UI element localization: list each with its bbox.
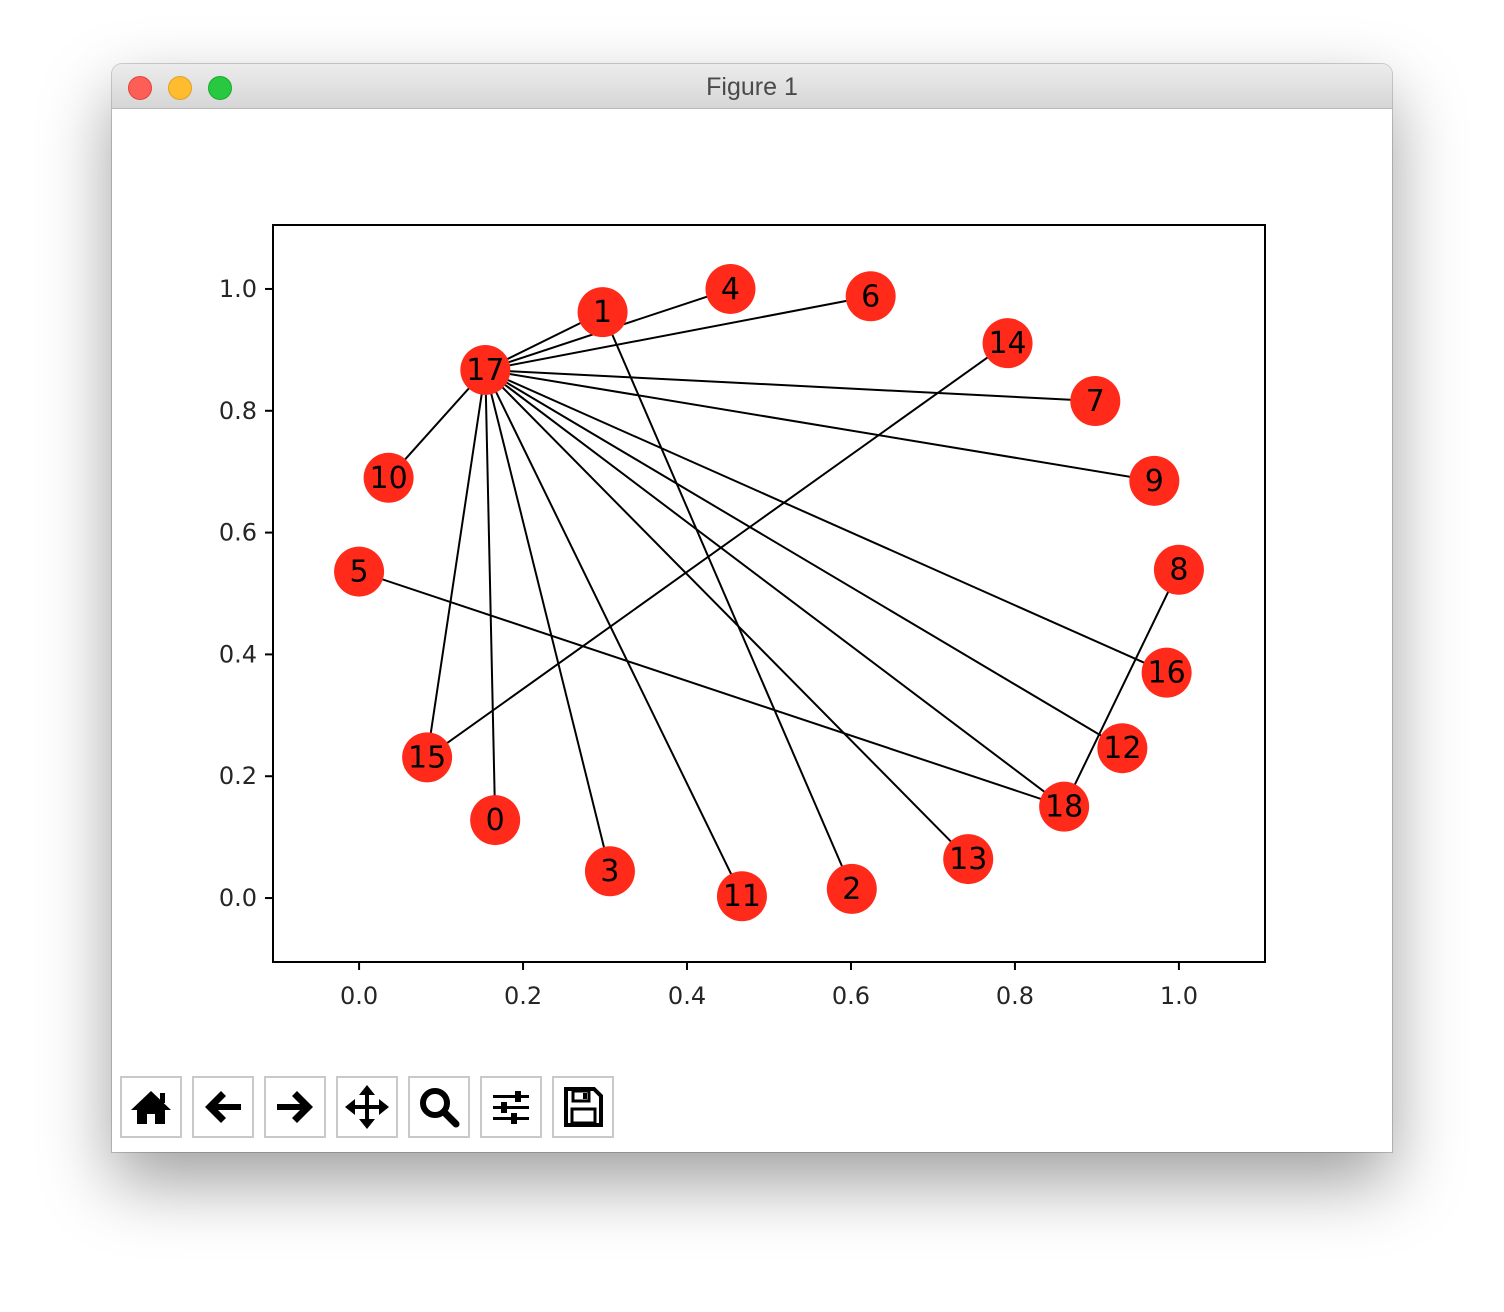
graph-edge xyxy=(426,369,487,758)
graph-edge xyxy=(484,369,1065,808)
graph-node xyxy=(363,452,414,503)
node-label: 15 xyxy=(408,740,446,775)
graph-edge xyxy=(601,311,853,890)
configure-subplots-button[interactable] xyxy=(480,1076,542,1138)
node-label: 16 xyxy=(1148,656,1186,691)
minimize-window-button[interactable] xyxy=(168,76,192,100)
sliders-icon xyxy=(493,1091,529,1124)
zoom-window-button[interactable] xyxy=(208,76,232,100)
move-icon xyxy=(345,1085,389,1129)
node-label: 11 xyxy=(723,879,761,914)
graph-node xyxy=(460,344,511,395)
graph-node xyxy=(402,732,453,783)
node-label: 6 xyxy=(861,279,880,314)
y-tick-label: 0.2 xyxy=(219,762,257,790)
node-label: 12 xyxy=(1103,731,1141,766)
graph-edge xyxy=(426,342,1009,759)
node-label: 9 xyxy=(1145,464,1164,499)
magnifier-icon xyxy=(420,1088,460,1128)
graph-node xyxy=(1097,723,1148,774)
network-plot: 0.0 0.2 0.4 0.6 0.8 1.00.00.20.40.60.81.00123… xyxy=(219,224,1266,1010)
node-label: 0 xyxy=(486,803,505,838)
x-tick-label: 0.0 xyxy=(340,982,378,1010)
title-bar: Figure 1 xyxy=(112,64,1392,109)
node-label: 4 xyxy=(721,272,740,307)
node-label: 7 xyxy=(1086,384,1105,419)
graph-edge xyxy=(484,369,1123,750)
node-label: 13 xyxy=(949,842,987,877)
save-button[interactable] xyxy=(552,1076,614,1138)
graph-node xyxy=(716,871,767,922)
x-tick-label: 0.4 xyxy=(668,982,706,1010)
graph-node xyxy=(577,287,628,338)
graph-edge xyxy=(484,369,1168,674)
arrow-left-icon xyxy=(205,1091,241,1123)
node-label: 17 xyxy=(466,353,504,388)
x-tick-label: 0.2 xyxy=(504,982,542,1010)
graph-node xyxy=(470,795,521,846)
graph-edge xyxy=(485,368,1155,482)
arrow-right-icon xyxy=(277,1091,313,1123)
graph-edge xyxy=(485,368,1096,403)
graph-node xyxy=(826,863,877,914)
graph-node xyxy=(334,546,385,597)
node-label: 10 xyxy=(370,461,408,496)
graph-edge xyxy=(484,369,969,860)
floppy-disk-icon xyxy=(564,1087,603,1127)
y-tick-label: 0.0 xyxy=(219,884,257,912)
window-title: Figure 1 xyxy=(706,73,798,101)
graph-edge xyxy=(358,570,1065,808)
graph-edge xyxy=(1063,569,1180,808)
graph-edge xyxy=(484,369,743,897)
graph-node xyxy=(1153,544,1204,595)
graph-node xyxy=(982,318,1033,369)
figure-window: Figure 1 0.0 0.2 0.4 0.6 0.8 1.0 0.0 0.2 0.4 0.6 0… xyxy=(112,64,1392,1152)
axes-frame xyxy=(272,224,1266,963)
node-label: 14 xyxy=(988,326,1026,361)
graph-edge xyxy=(484,369,611,872)
home-button[interactable] xyxy=(120,1076,182,1138)
close-window-button[interactable] xyxy=(128,76,152,100)
y-tick-label: 1.0 xyxy=(219,275,257,303)
graph-node xyxy=(584,846,635,897)
graph-edge xyxy=(484,369,497,821)
node-label: 18 xyxy=(1045,790,1083,825)
pan-button[interactable] xyxy=(336,1076,398,1138)
graph-node xyxy=(1070,376,1121,427)
forward-button[interactable] xyxy=(264,1076,326,1138)
back-button[interactable] xyxy=(192,1076,254,1138)
node-label: 3 xyxy=(600,854,619,889)
x-tick-label: 1.0 xyxy=(1160,982,1198,1010)
graph-node xyxy=(845,271,896,322)
y-tick-label: 0.8 xyxy=(219,397,257,425)
graph-edge xyxy=(485,295,871,371)
graph-node xyxy=(1039,781,1090,832)
x-tick-label: 0.6 xyxy=(832,982,870,1010)
node-label: 8 xyxy=(1169,553,1188,588)
home-icon xyxy=(131,1091,171,1124)
graph-node xyxy=(943,834,994,885)
zoom-button[interactable] xyxy=(408,1076,470,1138)
graph-node xyxy=(1141,647,1192,698)
navigation-toolbar xyxy=(120,1076,614,1140)
node-label: 2 xyxy=(842,872,861,907)
y-tick-label: 0.4 xyxy=(219,640,257,668)
y-tick-label: 0.6 xyxy=(219,519,257,547)
x-tick-label: 0.8 xyxy=(996,982,1034,1010)
graph-node xyxy=(1129,455,1180,506)
node-label: 5 xyxy=(350,555,369,590)
node-label: 1 xyxy=(593,295,612,330)
graph-node xyxy=(705,263,756,314)
